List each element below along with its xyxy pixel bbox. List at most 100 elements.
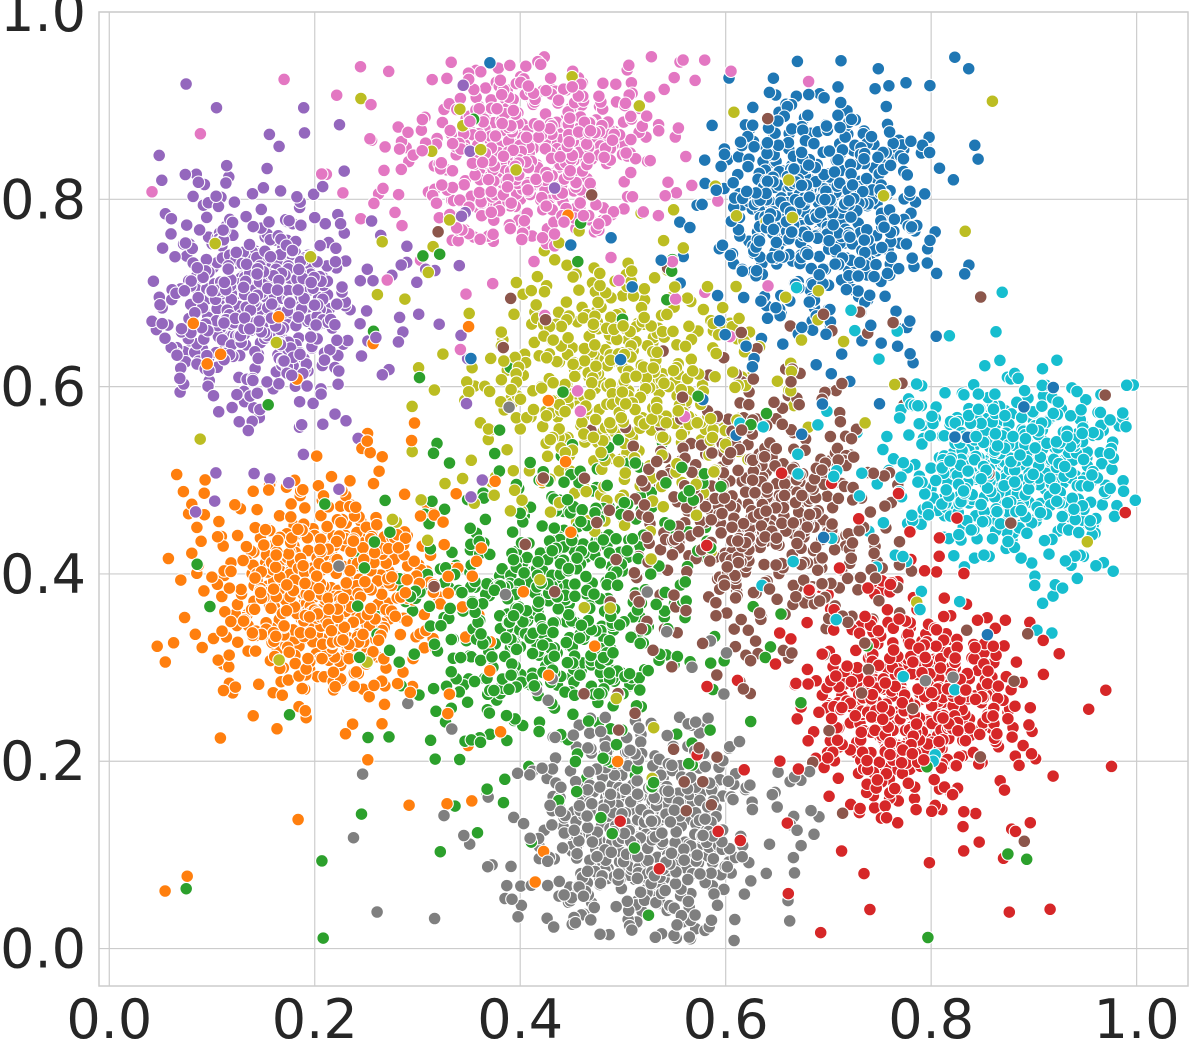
scatter-point: [818, 92, 831, 105]
scatter-point: [910, 803, 923, 816]
scatter-point: [667, 204, 680, 217]
scatter-point: [561, 493, 574, 506]
scatter-point: [699, 813, 712, 826]
scatter-point: [524, 769, 537, 782]
scatter-point: [635, 623, 648, 636]
scatter-point: [247, 485, 260, 498]
scatter-point: [893, 613, 906, 626]
scatter-point: [430, 705, 443, 718]
scatter-point: [666, 548, 679, 561]
scatter-point: [520, 131, 533, 144]
scatter-point: [462, 385, 475, 398]
scatter-point: [355, 350, 368, 363]
scatter-point: [738, 888, 751, 901]
scatter-point: [728, 934, 741, 947]
scatter-point: [191, 521, 204, 534]
scatter-point: [247, 374, 260, 387]
scatter-point: [918, 488, 931, 501]
scatter-point: [615, 411, 628, 424]
scatter-point: [376, 369, 389, 382]
scatter-point: [198, 487, 211, 500]
scatter-point: [745, 875, 758, 888]
scatter-point: [691, 849, 704, 862]
scatter-point: [255, 203, 268, 216]
scatter-point: [972, 388, 985, 401]
scatter-point: [528, 255, 541, 268]
scatter-point: [664, 816, 677, 829]
scatter-point: [510, 643, 523, 656]
scatter-point: [587, 318, 600, 331]
scatter-point: [629, 457, 642, 470]
scatter-point: [670, 187, 683, 200]
scatter-point: [795, 179, 808, 192]
scatter-point: [593, 90, 606, 103]
scatter-point: [483, 707, 496, 720]
scatter-point: [567, 708, 580, 721]
scatter-point: [278, 355, 291, 368]
scatter-point: [790, 590, 803, 603]
scatter-point: [594, 557, 607, 570]
scatter-point: [1051, 354, 1064, 367]
scatter-point: [518, 567, 531, 580]
scatter-point: [726, 521, 739, 534]
scatter-point: [972, 153, 985, 166]
scatter-point: [816, 464, 829, 477]
scatter-point: [567, 271, 580, 284]
scatter-point: [716, 301, 729, 314]
scatter-point: [379, 494, 392, 507]
scatter-point: [1129, 494, 1142, 507]
scatter-point: [484, 352, 497, 365]
scatter-point: [888, 782, 901, 795]
scatter-point: [706, 447, 719, 460]
scatter-point: [610, 78, 623, 91]
scatter-point: [710, 347, 723, 360]
scatter-point: [1068, 503, 1081, 516]
scatter-point: [249, 645, 262, 658]
scatter-point: [329, 255, 342, 268]
scatter-point: [348, 680, 361, 693]
scatter-point: [718, 492, 731, 505]
scatter-point: [463, 307, 476, 320]
scatter-point: [259, 523, 272, 536]
scatter-point: [156, 317, 169, 330]
scatter-point: [1116, 407, 1129, 420]
scatter-point: [829, 258, 842, 271]
scatter-point: [808, 137, 821, 150]
scatter-point: [599, 741, 612, 754]
scatter-point: [610, 900, 623, 913]
scatter-point: [373, 465, 386, 478]
scatter-point: [667, 364, 680, 377]
scatter-point: [581, 821, 594, 834]
scatter-point: [642, 664, 655, 677]
scatter-point: [273, 378, 286, 391]
scatter-point: [567, 729, 580, 742]
scatter-point: [834, 96, 847, 109]
scatter-point: [813, 706, 826, 719]
scatter-point: [337, 634, 350, 647]
scatter-point: [772, 139, 785, 152]
scatter-point: [458, 178, 471, 191]
scatter-point: [900, 238, 913, 251]
scatter-point: [308, 299, 321, 312]
scatter-point: [1023, 719, 1036, 732]
scatter-point: [398, 488, 411, 501]
scatter-point: [918, 565, 931, 578]
scatter-point: [939, 387, 952, 400]
scatter-point: [269, 561, 282, 574]
scatter-point: [520, 60, 533, 73]
scatter-point: [336, 281, 349, 294]
scatter-point: [349, 501, 362, 514]
scatter-point: [759, 531, 772, 544]
scatter-point: [682, 895, 695, 908]
points-layer: [146, 50, 1142, 946]
scatter-point: [292, 311, 305, 324]
scatter-point: [424, 734, 437, 747]
scatter-point: [442, 587, 455, 600]
scatter-point: [552, 603, 565, 616]
scatter-point: [429, 753, 442, 766]
scatter-point: [443, 457, 456, 470]
scatter-point: [427, 682, 440, 695]
scatter-point: [763, 86, 776, 99]
scatter-point: [446, 137, 459, 150]
scatter-point: [604, 416, 617, 429]
